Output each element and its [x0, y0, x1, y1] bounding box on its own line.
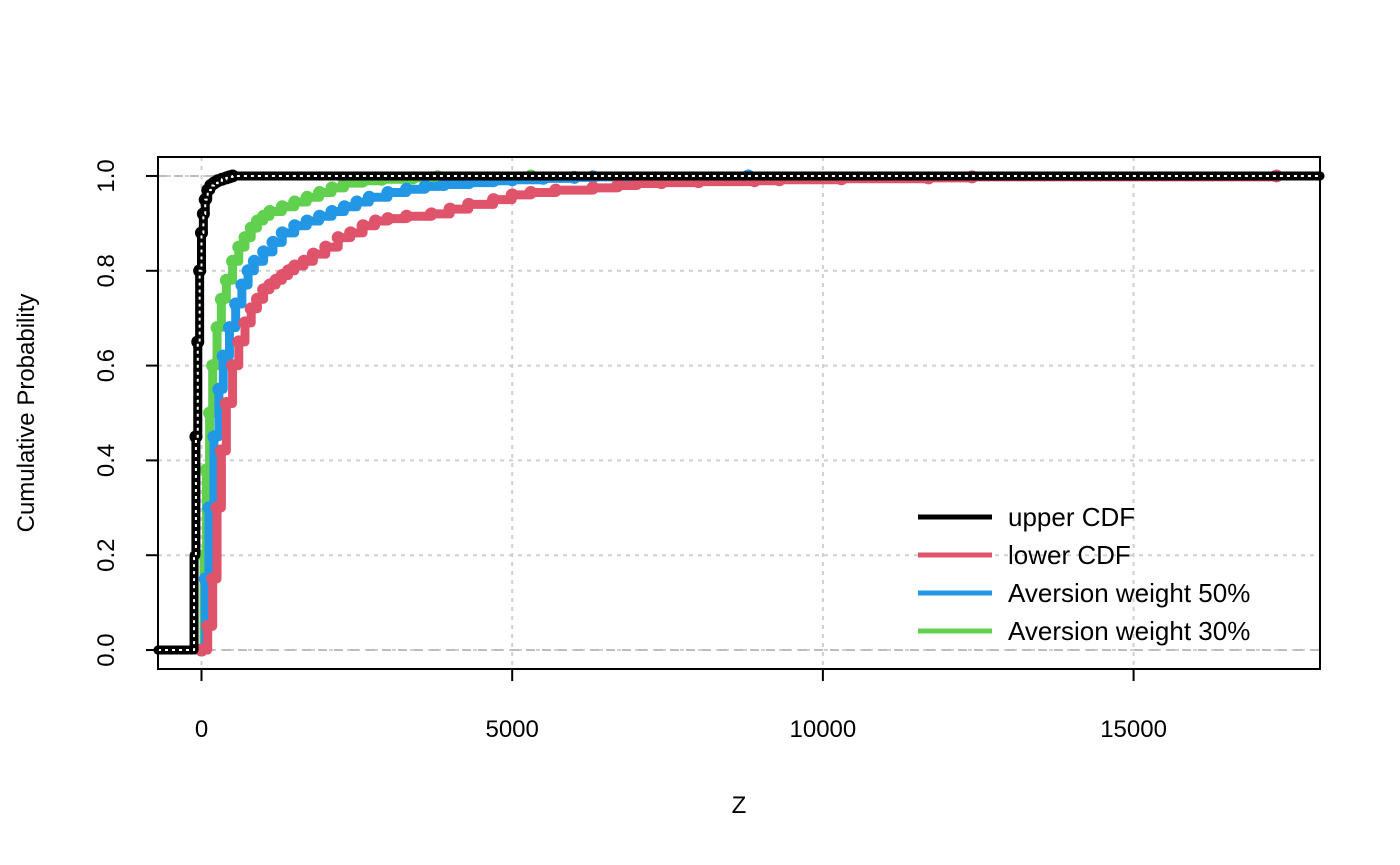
series-point-aversion-weight-50	[337, 200, 351, 214]
series-point-aversion-weight-50	[257, 245, 271, 259]
series-point-aversion-weight-50	[300, 214, 314, 228]
series-point-lower-cdf	[487, 193, 501, 207]
series-point-lower-cdf	[400, 209, 414, 223]
legend-label: Aversion weight 50%	[1008, 578, 1250, 608]
series-point-lower-cdf	[306, 247, 320, 261]
series-point-aversion-weight-30	[288, 195, 302, 209]
x-tick-label: 10000	[790, 716, 857, 743]
series-point-aversion-weight-50	[266, 235, 280, 249]
series-point-lower-cdf	[586, 181, 600, 195]
y-axis-title: Cumulative Probability	[13, 294, 40, 533]
series-point-aversion-weight-30	[275, 200, 289, 214]
series-point-upper-cdf	[191, 335, 205, 349]
y-tick-label: 0.6	[93, 349, 120, 382]
series-point-lower-cdf	[344, 226, 358, 240]
legend-label: Aversion weight 30%	[1008, 616, 1250, 646]
series-point-aversion-weight-50	[437, 177, 451, 191]
series-point-aversion-weight-50	[212, 382, 226, 396]
legend-label: upper CDF	[1008, 502, 1135, 532]
series-point-aversion-weight-30	[232, 240, 246, 254]
series-point-lower-cdf	[250, 292, 264, 306]
series-line-lower-cdf	[153, 171, 1325, 655]
series-point-aversion-weight-50	[229, 297, 243, 311]
series-point-lower-cdf	[462, 197, 476, 211]
series-point-lower-cdf	[381, 212, 395, 226]
series-point-lower-cdf	[368, 214, 382, 228]
series-point-aversion-weight-30	[325, 181, 339, 195]
series-point-lower-cdf	[424, 207, 438, 221]
series-point-lower-cdf	[319, 240, 333, 254]
series-layer	[153, 169, 1325, 657]
y-tick-label: 0.8	[93, 254, 120, 287]
series-point-lower-cdf	[206, 572, 220, 586]
series-point-aversion-weight-30	[313, 186, 327, 200]
series-point-lower-cdf	[210, 501, 224, 515]
series-point-aversion-weight-50	[222, 321, 236, 335]
series-point-aversion-weight-50	[418, 179, 432, 193]
series-point-aversion-weight-30	[300, 190, 314, 204]
series-point-aversion-weight-50	[241, 264, 255, 278]
series-point-lower-cdf	[297, 254, 311, 268]
y-tick-label: 0.4	[93, 444, 120, 477]
series-point-aversion-weight-50	[350, 195, 364, 209]
y-axis: 0.0 0.2 0.4 0.6 0.8 1.0	[93, 159, 158, 667]
series-point-aversion-weight-30	[238, 231, 252, 245]
series-point-lower-cdf	[443, 202, 457, 216]
y-tick-label: 0.0	[93, 633, 120, 666]
x-axis-title: Z	[732, 792, 747, 819]
series-point-upper-cdf	[194, 226, 208, 240]
series-point-lower-cdf	[219, 397, 233, 411]
series-point-lower-cdf	[611, 178, 625, 192]
y-tick-label: 1.0	[93, 159, 120, 192]
series-point-aversion-weight-50	[247, 254, 261, 268]
series-point-aversion-weight-30	[206, 359, 220, 373]
series-point-aversion-weight-50	[381, 186, 395, 200]
series-point-aversion-weight-50	[207, 430, 221, 444]
y-tick-label: 0.2	[93, 539, 120, 572]
upper-cdf-inner-trace	[158, 174, 1320, 652]
series-point-lower-cdf	[201, 619, 215, 633]
series-point-aversion-weight-50	[288, 219, 302, 233]
series-point-upper-cdf	[196, 207, 210, 221]
series-point-lower-cdf	[244, 302, 258, 316]
series-point-lower-cdf	[524, 186, 538, 200]
series-point-lower-cdf	[505, 188, 519, 202]
series-point-lower-cdf	[331, 231, 345, 245]
x-axis: 0 5000 10000 15000	[195, 668, 1167, 743]
series-point-aversion-weight-50	[216, 349, 230, 363]
series-point-aversion-weight-50	[313, 209, 327, 223]
legend-label: lower CDF	[1008, 540, 1131, 570]
series-point-aversion-weight-50	[400, 182, 414, 196]
x-tick-label: 15000	[1100, 716, 1167, 743]
series-point-aversion-weight-50	[325, 205, 339, 219]
x-tick-label: 0	[195, 716, 208, 743]
series-point-lower-cdf	[226, 359, 240, 373]
series-point-aversion-weight-30	[219, 273, 233, 287]
legend: upper CDF lower CDF Aversion weight 50% Ave…	[918, 502, 1250, 646]
series-point-aversion-weight-30	[203, 406, 217, 420]
x-tick-label: 5000	[485, 716, 538, 743]
series-point-lower-cdf	[238, 316, 252, 330]
series-point-aversion-weight-50	[362, 190, 376, 204]
series-point-lower-cdf	[356, 219, 370, 233]
series-point-lower-cdf	[232, 335, 246, 349]
series-point-aversion-weight-30	[263, 205, 277, 219]
series-point-aversion-weight-50	[235, 278, 249, 292]
series-point-upper-cdf	[189, 430, 203, 444]
series-point-aversion-weight-30	[210, 321, 224, 335]
series-point-lower-cdf	[549, 183, 563, 197]
series-point-aversion-weight-30	[226, 254, 240, 268]
series-point-aversion-weight-30	[214, 292, 228, 306]
series-point-lower-cdf	[214, 444, 228, 458]
series-point-aversion-weight-50	[275, 226, 289, 240]
